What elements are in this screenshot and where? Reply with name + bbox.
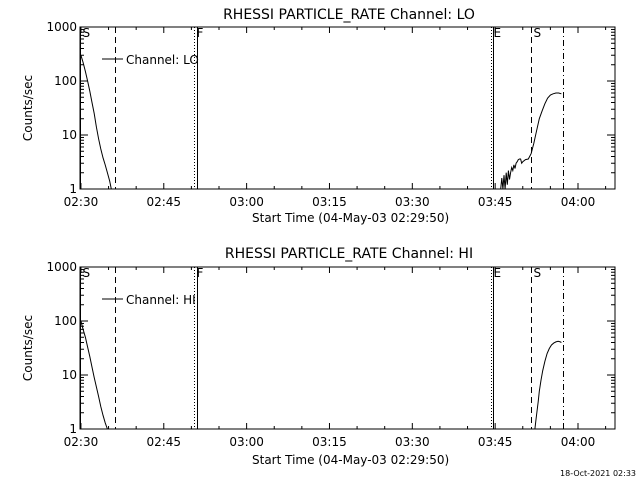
panel-hi: RHESSI PARTICLE_RATE Channel: HI Start T… — [21, 246, 616, 467]
time-marker-label: S — [534, 266, 542, 280]
x-tick-label: 04:00 — [561, 435, 596, 449]
x-tick-label: 02:45 — [146, 195, 181, 209]
data-series — [80, 55, 562, 190]
series-line-hi — [80, 320, 108, 430]
time-marker-label: S — [83, 26, 91, 40]
time-marker-label: E — [494, 266, 502, 280]
x-tick-label: 03:15 — [312, 435, 347, 449]
series-line-hi — [534, 340, 562, 430]
y-tick-label: 1 — [69, 422, 77, 436]
x-tick-label: 02:30 — [64, 435, 99, 449]
x-tick-label: 03:30 — [395, 435, 430, 449]
x-tick-label: 03:00 — [229, 435, 264, 449]
x-tick-label: 03:00 — [229, 195, 264, 209]
x-tick-label: 03:15 — [312, 195, 347, 209]
y-tick-label: 1000 — [46, 260, 77, 274]
x-axis-label: Start Time (04-May-03 02:29:50) — [252, 211, 449, 225]
x-tick-label: 04:00 — [561, 195, 596, 209]
chart-title: RHESSI PARTICLE_RATE Channel: LO — [223, 7, 475, 23]
y-axis-label: Counts/sec — [21, 315, 35, 381]
y-tick-label: 10 — [62, 128, 77, 142]
x-tick-label: 03:30 — [395, 195, 430, 209]
axes: 02:30 02:45 03:00 03:15 03:30 03:45 04:00 1 10 10… — [46, 260, 615, 449]
data-series — [80, 320, 562, 430]
x-tick-label: 02:30 — [64, 195, 99, 209]
x-tick-label: 03:45 — [478, 195, 513, 209]
y-tick-label: 100 — [54, 74, 77, 88]
time-marker-label: F — [197, 26, 204, 40]
time-marker-label: F — [197, 266, 204, 280]
legend-label: Channel: HI — [126, 293, 196, 307]
series-line-lo — [80, 55, 112, 190]
time-marker-label: S — [83, 266, 91, 280]
time-marker-label: E — [494, 26, 502, 40]
axes: 02:30 02:45 03:00 03:15 03:30 03:45 04:00 1 10 10… — [46, 20, 615, 209]
x-tick-label: 03:45 — [478, 435, 513, 449]
y-tick-label: 1000 — [46, 20, 77, 34]
time-marker-label: S — [534, 26, 542, 40]
generated-timestamp: 18-Oct-2021 02:33 — [560, 469, 636, 478]
series-line-lo — [500, 92, 562, 190]
chart-title: RHESSI PARTICLE_RATE Channel: HI — [225, 246, 473, 262]
y-tick-label: 1 — [69, 182, 77, 196]
y-axis-label: Counts/sec — [21, 75, 35, 141]
legend-label: Channel: LO — [126, 53, 199, 67]
x-tick-label: 02:45 — [146, 435, 181, 449]
x-axis-label: Start Time (04-May-03 02:29:50) — [252, 453, 449, 467]
panel-lo: RHESSI PARTICLE_RATE Channel: LO Start T… — [21, 7, 616, 225]
y-tick-label: 10 — [62, 368, 77, 382]
y-tick-label: 100 — [54, 314, 77, 328]
